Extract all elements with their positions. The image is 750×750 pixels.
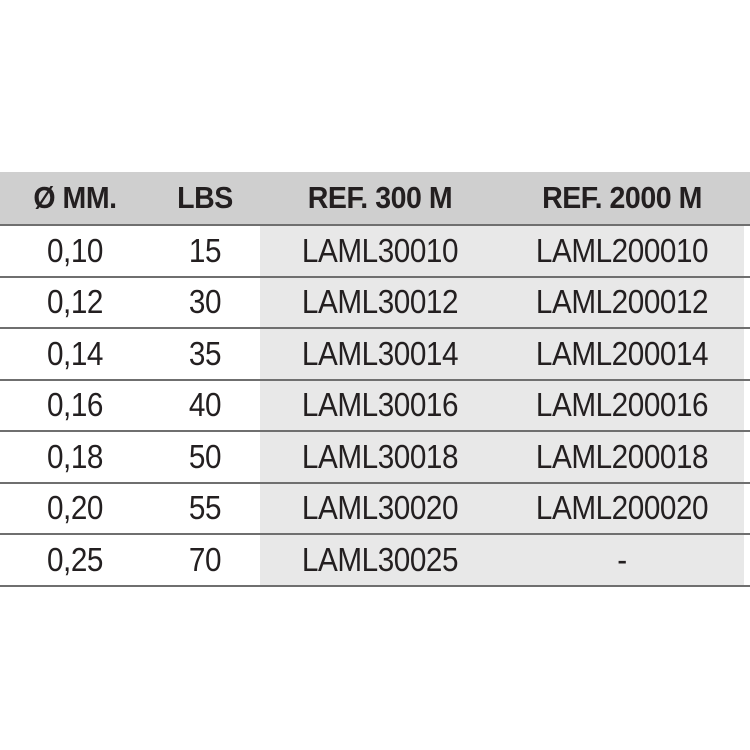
- table-row: 0,10 15 LAML30010 LAML200010: [0, 226, 750, 278]
- ref-300m-cell: LAML30010: [301, 231, 459, 269]
- reference-column-shading: [260, 380, 744, 430]
- ref-300m-cell: LAML30025: [301, 540, 459, 578]
- lbs-cell: 30: [188, 283, 222, 321]
- ref-2000m-cell: LAML200010: [535, 231, 709, 269]
- line-spec-table: Ø MM. LBS REF. 300 M REF. 2000 M 0,10 15…: [0, 172, 750, 587]
- lbs-cell: 40: [188, 386, 222, 424]
- reference-column-shading: [260, 483, 744, 533]
- table-row: 0,25 70 LAML30025 -: [0, 535, 750, 587]
- reference-column-shading: [260, 226, 744, 276]
- diameter-cell: 0,14: [46, 334, 103, 372]
- ref-300m-cell: LAML30018: [301, 437, 459, 475]
- diameter-cell: 0,25: [46, 540, 103, 578]
- ref-2000m-cell: LAML200018: [535, 437, 709, 475]
- diameter-cell: 0,10: [46, 231, 103, 269]
- table-row: 0,20 55 LAML30020 LAML200020: [0, 483, 750, 535]
- lbs-cell: 15: [188, 231, 222, 269]
- lbs-cell: 55: [188, 489, 222, 527]
- reference-column-shading: [260, 432, 744, 482]
- ref-2000m-cell: LAML200012: [535, 283, 709, 321]
- diameter-cell: 0,18: [46, 437, 103, 475]
- diameter-cell: 0,16: [46, 386, 103, 424]
- ref-300m-cell: LAML30016: [301, 386, 459, 424]
- ref-2000m-cell: LAML200020: [535, 489, 709, 527]
- ref-2000m-cell: LAML200016: [535, 386, 709, 424]
- lbs-cell: 35: [188, 334, 222, 372]
- reference-column-shading: [260, 329, 744, 379]
- table-row: 0,14 35 LAML30014 LAML200014: [0, 329, 750, 381]
- table-row: 0,18 50 LAML30018 LAML200018: [0, 432, 750, 484]
- header-lbs: LBS: [177, 180, 233, 215]
- header-diameter: Ø MM.: [33, 180, 117, 215]
- table-row: 0,16 40 LAML30016 LAML200016: [0, 380, 750, 432]
- diameter-cell: 0,12: [46, 283, 103, 321]
- reference-column-shading: [260, 535, 744, 585]
- ref-300m-cell: LAML30020: [301, 489, 459, 527]
- header-ref-300m: REF. 300 M: [307, 180, 453, 215]
- ref-300m-cell: LAML30014: [301, 334, 459, 372]
- reference-column-shading: [260, 277, 744, 327]
- diameter-cell: 0,20: [46, 489, 103, 527]
- header-ref-2000m: REF. 2000 M: [542, 180, 702, 215]
- ref-2000m-cell: LAML200014: [535, 334, 709, 372]
- lbs-cell: 70: [188, 540, 222, 578]
- table-row: 0,12 30 LAML30012 LAML200012: [0, 277, 750, 329]
- ref-2000m-cell: -: [617, 540, 627, 578]
- table-header-row: Ø MM. LBS REF. 300 M REF. 2000 M: [0, 172, 750, 226]
- lbs-cell: 50: [188, 437, 222, 475]
- ref-300m-cell: LAML30012: [301, 283, 459, 321]
